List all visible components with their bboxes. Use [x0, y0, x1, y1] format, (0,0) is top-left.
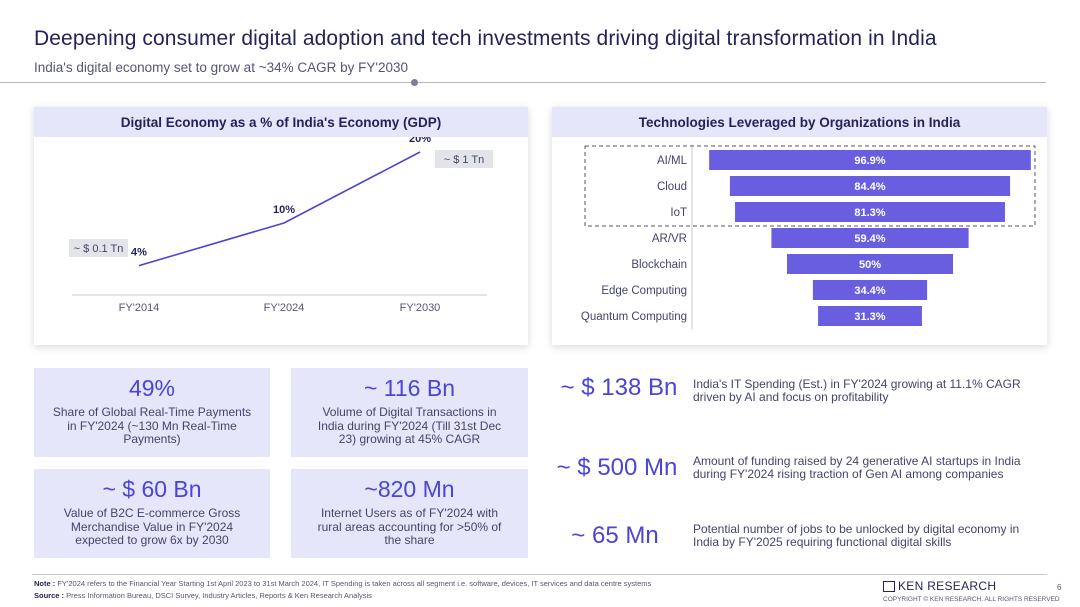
card-value: ~ $ 60 Bn	[102, 476, 202, 502]
stat-genai-funding-desc: Amount of funding raised by 24 generativ…	[693, 454, 1021, 481]
category-label: AI/ML	[657, 155, 688, 167]
footnote-text: FY'2024 refers to the Financial Year Sta…	[57, 579, 652, 588]
card-value: ~ 116 Bn	[363, 375, 455, 401]
stat-jobs-desc: Potential number of jobs to be unlocked …	[693, 522, 1020, 549]
card-desc: Share of Global Real-Time Payments in FY…	[52, 405, 252, 446]
category-label: Blockchain	[631, 259, 687, 271]
category-label: Edge Computing	[601, 285, 687, 297]
divider-dot	[411, 79, 418, 86]
copyright: COPYRIGHT © KEN RESEARCH. ALL RIGHTS RES…	[883, 596, 1060, 603]
card-digital-transactions: ~ 116 Bn Volume of Digital Transactions …	[291, 368, 528, 457]
footnote-label: Note :	[34, 579, 56, 588]
bar-value-label: 50%	[859, 259, 881, 271]
bar-value-label: 34.4%	[854, 285, 885, 297]
gdp-share-title: Digital Economy as a % of India's Econom…	[34, 107, 528, 137]
category-label: IoT	[670, 207, 687, 219]
stat-it-spending-desc: India's IT Spending (Est.) in FY'2024 gr…	[693, 377, 1021, 404]
brand-logo: KEN RESEARCH	[883, 579, 996, 593]
bar	[818, 306, 922, 326]
bar	[709, 150, 1031, 170]
source-text: Press Information Bureau, DSCI Survey, I…	[66, 591, 372, 600]
data-label: 10%	[273, 204, 295, 216]
gdp-share-panel: Digital Economy as a % of India's Econom…	[34, 107, 528, 345]
page-title: Deepening consumer digital adoption and …	[34, 27, 937, 50]
bar	[771, 228, 969, 248]
gdp-share-line-chart: 4% FY'2014 10% FY'2024 20% FY'2030 ~ $ 0.1 Tn ~…	[69, 137, 493, 314]
card-value: 49%	[128, 375, 176, 401]
x-tick-label: FY'2030	[400, 302, 441, 314]
card-value: ~820 Mn	[364, 476, 455, 502]
annotation-badge: ~ $ 1 Tn	[435, 150, 493, 168]
card-ecommerce-gmv: ~ $ 60 Bn Value of B2C E-commerce Gross …	[34, 469, 270, 558]
brand-mark-icon	[883, 580, 895, 592]
data-label: 4%	[131, 247, 147, 259]
category-label: Quantum Computing	[581, 311, 687, 323]
source-note: Source : Press Information Bureau, DSCI …	[34, 591, 372, 600]
brand-name: KEN RESEARCH	[898, 579, 997, 593]
annotation-bg	[69, 239, 128, 257]
bar	[812, 280, 928, 300]
footer-divider	[32, 574, 1047, 575]
card-desc: Value of B2C E-commerce Gross Merchandis…	[63, 506, 241, 547]
card-desc: Volume of Digital Transactions in India …	[317, 405, 502, 446]
highlight-box	[584, 145, 1036, 227]
annotation-bg	[435, 150, 493, 168]
bar	[787, 254, 953, 274]
source-label: Source :	[34, 591, 65, 600]
annotation-text: ~ $ 0.1 Tn	[74, 243, 124, 255]
annotation-text: ~ $ 1 Tn	[444, 154, 484, 166]
technologies-title: Technologies Leveraged by Organizations …	[552, 107, 1047, 137]
card-desc: Internet Users as of FY'2024 with rural …	[317, 506, 502, 547]
stat-genai-funding-value: ~ $ 500 Mn	[556, 454, 678, 481]
bar-value-label: 84.4%	[854, 181, 885, 193]
x-tick-label: FY'2024	[264, 302, 305, 314]
technologies-funnel-chart: 96.9% AI/ML 84.4% Cloud 81.3% IoT 59.4% AR/VR 50…	[581, 145, 1036, 329]
bar-value-label: 59.4%	[854, 233, 885, 245]
x-tick-label: FY'2014	[119, 302, 160, 314]
category-label: Cloud	[657, 181, 687, 193]
title-divider	[0, 82, 1046, 83]
page-number: 6	[1057, 583, 1062, 592]
bar	[735, 202, 1005, 222]
card-internet-users: ~820 Mn Internet Users as of FY'2024 wit…	[291, 469, 528, 558]
footnote: Note : FY'2024 refers to the Financial Y…	[34, 579, 651, 588]
page-subtitle: India's digital economy set to grow at ~…	[34, 60, 408, 75]
bar	[729, 176, 1011, 196]
technologies-panel: Technologies Leveraged by Organizations …	[552, 107, 1047, 345]
bar-value-label: 31.3%	[854, 311, 885, 323]
data-label: 20%	[409, 137, 431, 145]
bar-value-label: 96.9%	[854, 155, 885, 167]
stat-jobs-value: ~ 65 Mn	[571, 522, 659, 549]
card-real-time-payments: 49% Share of Global Real-Time Payments i…	[34, 368, 270, 457]
category-label: AR/VR	[652, 233, 687, 245]
stat-it-spending-value: ~ $ 138 Bn	[560, 374, 678, 401]
bar-value-label: 81.3%	[854, 207, 885, 219]
annotation-badge: ~ $ 0.1 Tn	[69, 239, 128, 257]
